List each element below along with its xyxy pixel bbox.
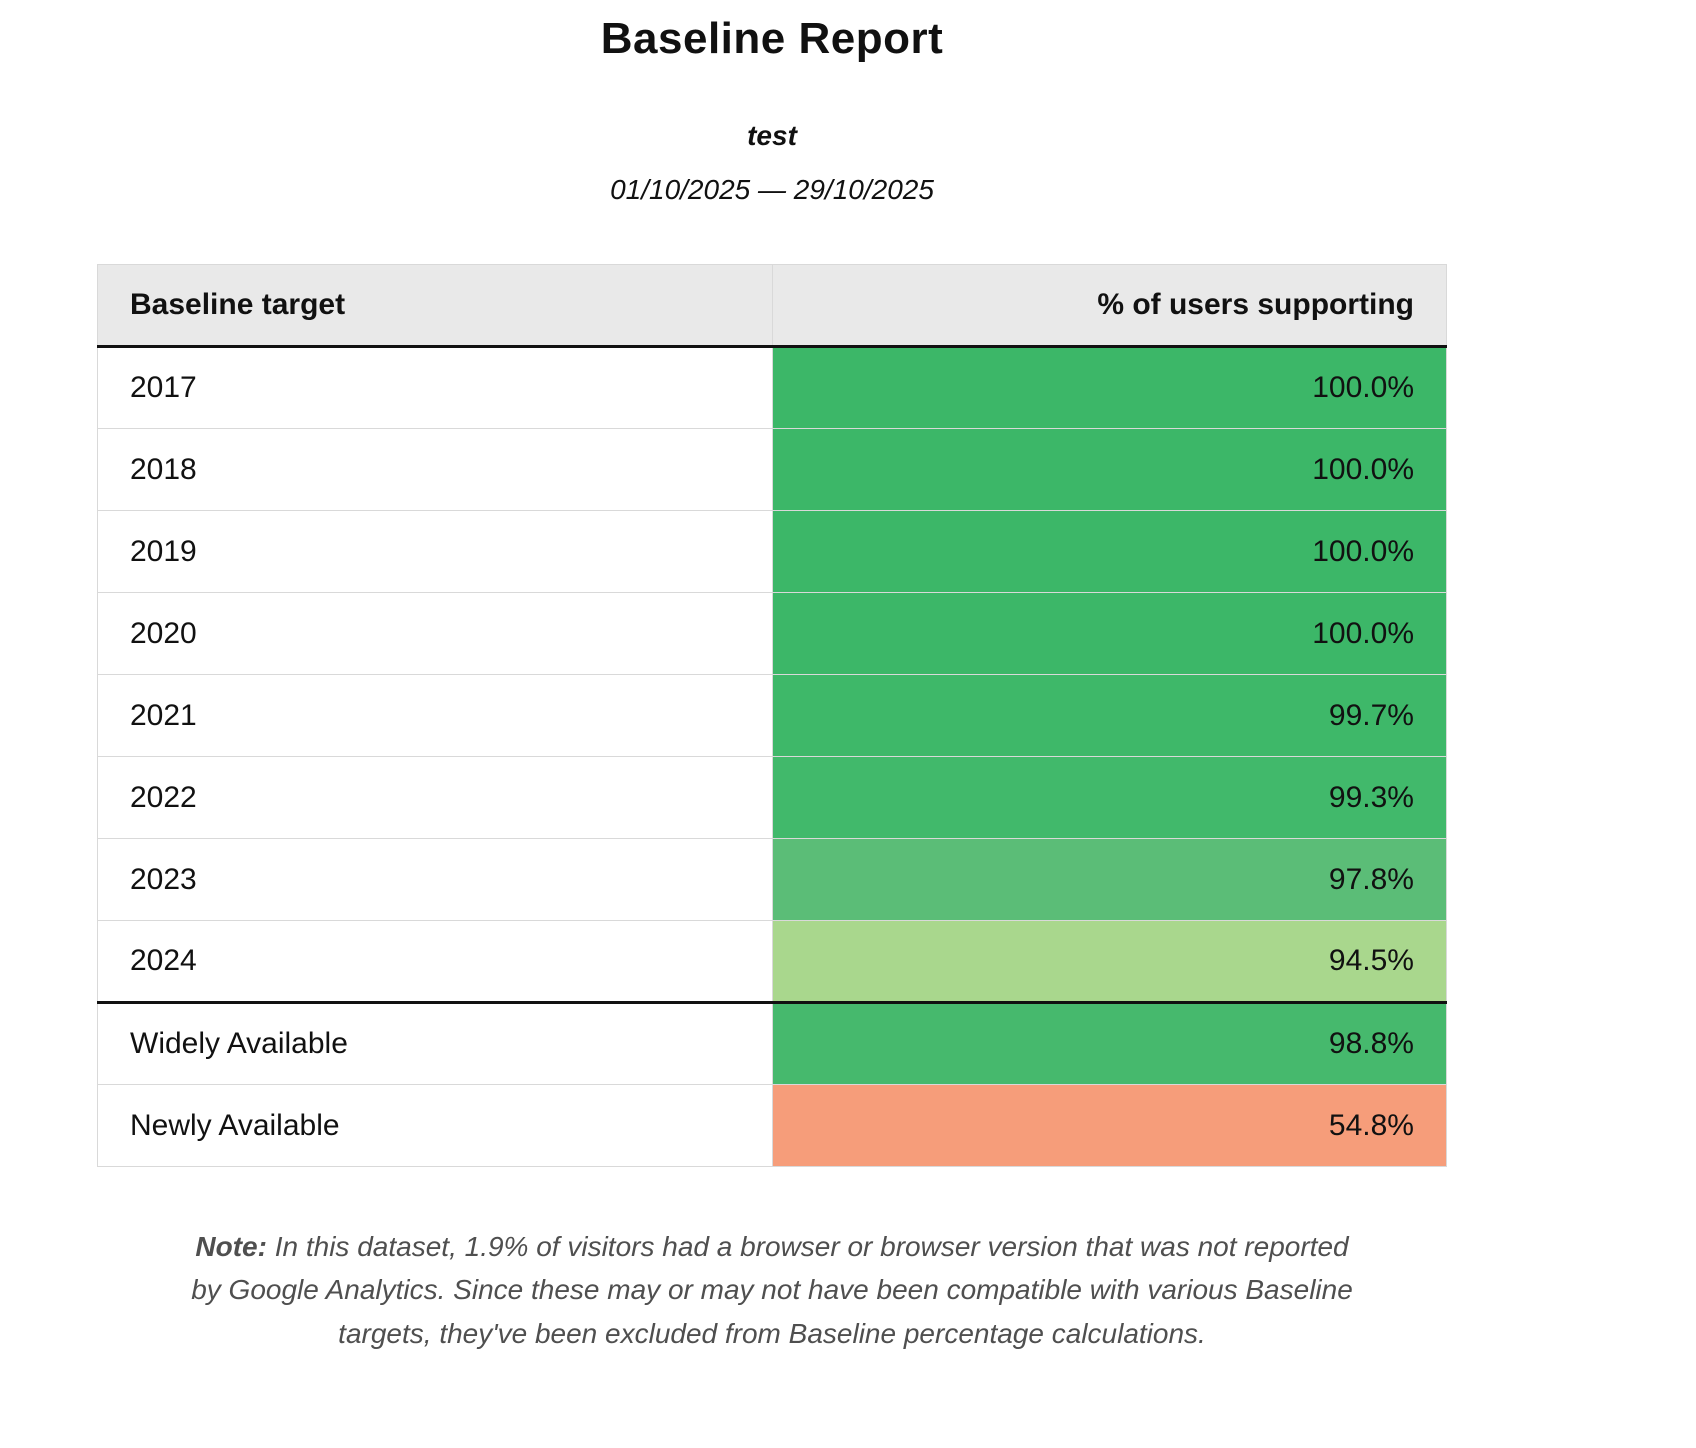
target-label: 2024	[97, 920, 773, 1003]
baseline-table: Baseline target % of users supporting 20…	[97, 264, 1447, 1167]
report-date-range: 01/10/2025 — 29/10/2025	[610, 174, 934, 205]
table-row-widely-available: Widely Available 98.8%	[97, 1001, 1447, 1085]
table-row: 2020 100.0%	[97, 592, 1447, 675]
target-value: 100.0%	[771, 428, 1447, 511]
target-label: 2023	[97, 838, 773, 921]
table-row: 2024 94.5%	[97, 920, 1447, 1003]
table-row: 2019 100.0%	[97, 510, 1447, 593]
target-label: 2018	[97, 428, 773, 511]
target-value: 100.0%	[771, 346, 1447, 429]
target-value: 98.8%	[771, 1001, 1447, 1085]
report-content: Baseline Report test 01/10/2025 — 29/10/…	[97, 0, 1447, 1355]
table-row: 2017 100.0%	[97, 346, 1447, 429]
target-label: 2017	[97, 346, 773, 429]
target-value: 100.0%	[771, 510, 1447, 593]
target-label: Widely Available	[97, 1001, 773, 1085]
target-label: 2022	[97, 756, 773, 839]
footnote: Note: In this dataset, 1.9% of visitors …	[97, 1225, 1447, 1355]
target-value: 97.8%	[771, 838, 1447, 921]
footnote-label: Note:	[195, 1231, 267, 1262]
page-title: Baseline Report	[600, 14, 944, 63]
column-header-baseline-target: Baseline target	[97, 264, 773, 348]
target-value: 99.7%	[771, 674, 1447, 757]
target-label: 2021	[97, 674, 773, 757]
target-value: 100.0%	[771, 592, 1447, 675]
table-body: 2017 100.0% 2018 100.0% 2019 100.0% 2020…	[97, 346, 1447, 1167]
footnote-text: In this dataset, 1.9% of visitors had a …	[191, 1231, 1353, 1349]
column-header-percent-supporting: % of users supporting	[771, 264, 1447, 348]
table-header: Baseline target % of users supporting	[97, 264, 1447, 348]
target-value: 99.3%	[771, 756, 1447, 839]
target-value: 94.5%	[771, 920, 1447, 1003]
table-row: 2021 99.7%	[97, 674, 1447, 757]
table-header-row: Baseline target % of users supporting	[97, 264, 1447, 348]
table-row: 2023 97.8%	[97, 838, 1447, 921]
target-label: 2020	[97, 592, 773, 675]
table-row: 2018 100.0%	[97, 428, 1447, 511]
target-value: 54.8%	[771, 1084, 1447, 1167]
target-label: 2019	[97, 510, 773, 593]
target-label: Newly Available	[97, 1084, 773, 1167]
report-subtitle: test	[747, 120, 797, 151]
table-row-newly-available: Newly Available 54.8%	[97, 1084, 1447, 1167]
table-row: 2022 99.3%	[97, 756, 1447, 839]
